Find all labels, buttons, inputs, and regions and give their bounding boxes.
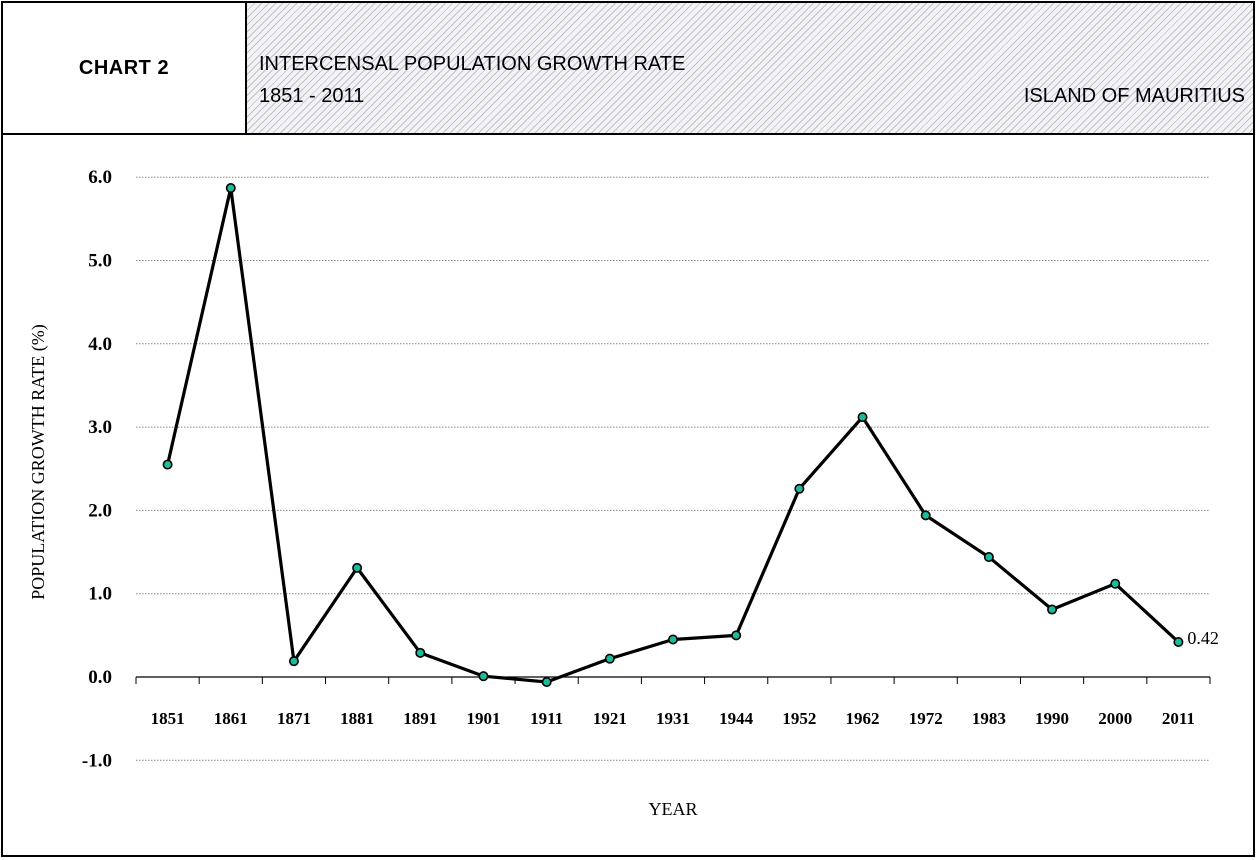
x-tick-label: 1944 bbox=[719, 709, 754, 728]
y-tick-label: 0.0 bbox=[88, 667, 112, 688]
x-tick-label: 1972 bbox=[909, 709, 943, 728]
data-point bbox=[352, 562, 363, 573]
data-point bbox=[1047, 604, 1058, 615]
data-labels: 0.42 bbox=[1187, 628, 1219, 648]
data-point bbox=[667, 634, 678, 645]
x-tick-label: 1901 bbox=[466, 709, 500, 728]
x-tick-label: 1891 bbox=[403, 709, 437, 728]
x-tick-labels: 1851 1861 1871 1881 1891 1901 1911 1921 1931 1944… bbox=[151, 709, 1195, 728]
y-tick-label: -1.0 bbox=[82, 750, 112, 771]
data-point bbox=[857, 412, 868, 423]
x-tick-label: 1921 bbox=[593, 709, 627, 728]
data-point bbox=[225, 183, 236, 194]
x-axis-label: YEAR bbox=[649, 799, 698, 819]
axes bbox=[135, 676, 1211, 684]
chart-period: 1851 - 2011 bbox=[259, 85, 365, 107]
x-tick-label: 1871 bbox=[277, 709, 311, 728]
data-point bbox=[983, 552, 994, 563]
x-tick-label: 1962 bbox=[846, 709, 880, 728]
series-group bbox=[162, 183, 1184, 687]
x-tick-label: 2011 bbox=[1162, 709, 1195, 728]
x-tick-label: 1990 bbox=[1035, 709, 1069, 728]
x-tick-label: 1952 bbox=[782, 709, 816, 728]
series-line bbox=[166, 186, 1180, 684]
x-tick-label: 1861 bbox=[214, 709, 248, 728]
gridlines bbox=[136, 176, 1210, 761]
x-tick-label: 1931 bbox=[656, 709, 690, 728]
chart-number: CHART 2 bbox=[3, 3, 247, 133]
data-point bbox=[288, 656, 299, 667]
y-tick-label: 4.0 bbox=[88, 334, 112, 355]
chart-header: CHART 2 INTERCENSAL POPULATION GROWTH RA… bbox=[3, 3, 1253, 135]
data-label: 0.42 bbox=[1187, 628, 1219, 648]
data-point bbox=[794, 483, 805, 494]
data-point bbox=[541, 676, 552, 687]
data-point bbox=[1110, 578, 1121, 589]
data-point bbox=[1173, 637, 1184, 648]
y-tick-label: 3.0 bbox=[88, 417, 112, 438]
data-point bbox=[731, 630, 742, 641]
chart-title: INTERCENSAL POPULATION GROWTH RATE bbox=[259, 53, 686, 75]
y-axis-label: POPULATION GROWTH RATE (%) bbox=[28, 324, 49, 599]
data-point bbox=[162, 459, 173, 470]
y-tick-labels: 6.0 5.0 4.0 3.0 2.0 1.0 0.0 -1.0 bbox=[82, 167, 112, 771]
data-point bbox=[415, 647, 426, 658]
x-tick-label: 1911 bbox=[530, 709, 563, 728]
y-tick-label: 1.0 bbox=[88, 584, 112, 605]
data-point bbox=[920, 510, 931, 521]
x-tick-label: 2000 bbox=[1098, 709, 1132, 728]
x-tick-label: 1983 bbox=[972, 709, 1006, 728]
y-tick-label: 5.0 bbox=[88, 251, 112, 272]
x-tick-label: 1851 bbox=[151, 709, 185, 728]
y-tick-label: 2.0 bbox=[88, 500, 112, 521]
y-tick-label: 6.0 bbox=[88, 167, 112, 188]
data-point bbox=[604, 653, 615, 664]
chart-region: ISLAND OF MAURITIUS bbox=[1023, 85, 1245, 107]
x-tick-label: 1881 bbox=[340, 709, 374, 728]
title-box: INTERCENSAL POPULATION GROWTH RATE 1851 … bbox=[247, 3, 1253, 133]
data-point bbox=[478, 671, 489, 682]
